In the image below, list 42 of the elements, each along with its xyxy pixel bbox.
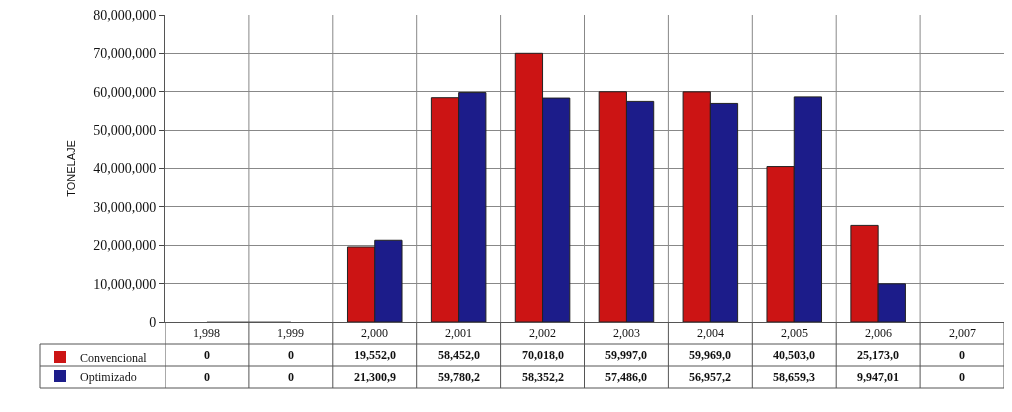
y-tick-label: 20,000,000 [93,238,157,254]
data-label: 58,659,3 [773,370,815,384]
x-tick-label: 2,007 [949,326,976,340]
x-tick-label: 2,006 [865,326,892,340]
x-tick-label: 1,999 [277,326,304,340]
x-tick-label: 2,003 [613,326,640,340]
data-label: 59,997,0 [605,348,647,362]
y-axis-title: TONELAJE [64,140,77,197]
data-label: 56,957,2 [689,370,731,384]
data-label: 40,503,0 [773,348,815,362]
data-label: 58,452,0 [438,348,480,362]
data-label: 0 [959,370,965,384]
x-tick-label: 1,998 [193,326,220,340]
data-label: 59,780,2 [438,370,480,384]
x-tick-label: 2,000 [361,326,388,340]
x-tick-label: 2,004 [697,326,724,340]
data-label: 0 [204,348,210,362]
data-label: 19,552,0 [354,348,396,362]
data-label: 0 [288,370,294,384]
y-tick-label: 70,000,000 [93,46,157,62]
data-label: 0 [288,348,294,362]
y-tick-label: 40,000,000 [93,161,157,177]
x-tick-label: 2,005 [781,326,808,340]
y-tick-label: 10,000,000 [93,276,157,292]
y-tick-label: 0 [149,314,157,330]
legend-label: Convencional [80,350,148,365]
x-tick-label: 2,001 [445,326,472,340]
y-tick-label: 50,000,000 [93,123,157,139]
data-label: 0 [959,348,965,362]
x-tick-label: 2,002 [529,326,556,340]
y-tick-label: 60,000,000 [93,84,157,100]
data-label: 21,300,9 [354,370,396,384]
data-label: 70,018,0 [522,348,564,362]
data-label: 9,947,01 [857,370,899,384]
data-label: 57,486,0 [605,370,647,384]
y-tick-label: 80,000,000 [93,7,157,23]
y-tick-label: 30,000,000 [93,199,157,215]
data-label: 59,969,0 [689,348,731,362]
legend-label: Optimizado [80,369,137,384]
data-label: 58,352,2 [522,370,564,384]
data-label: 25,173,0 [857,348,899,362]
data-label: 0 [204,370,210,384]
